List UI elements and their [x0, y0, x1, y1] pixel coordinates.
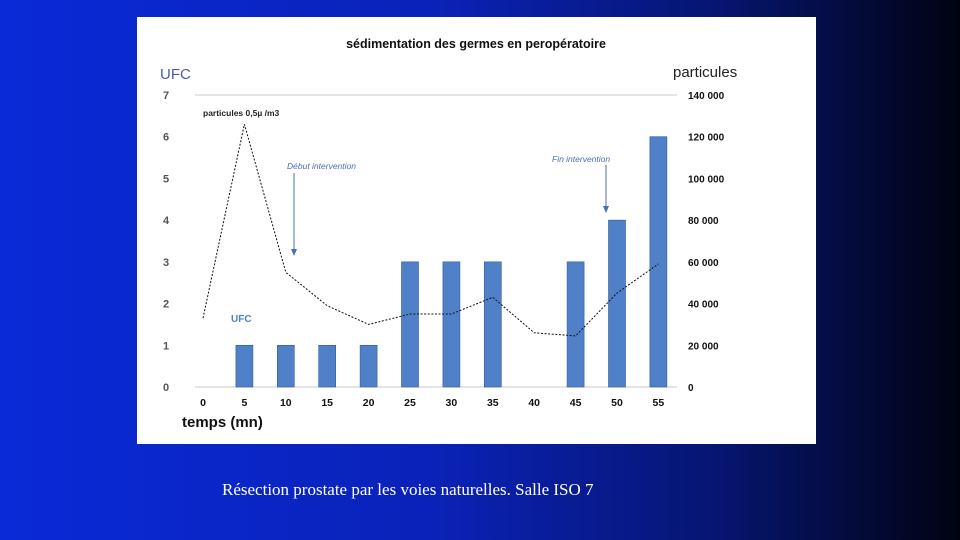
- chart-svg: sédimentation des germes en peropératoir…: [160, 37, 737, 431]
- x-tick-label: 55: [653, 397, 665, 409]
- ufc-bar: [442, 261, 461, 388]
- end-intervention-arrowhead: [603, 206, 609, 213]
- bar-series: [235, 136, 668, 388]
- particle-series-label: particules 0,5µ /m3: [203, 108, 280, 118]
- y-axis-right-ticks: 0 20 000 40 000 60 000 80 000 100 000 120 000 1…: [688, 91, 725, 394]
- start-intervention-label: Début intervention: [287, 161, 356, 171]
- y-left-tick-label: 5: [163, 173, 169, 185]
- chart-panel: sédimentation des germes en peropératoir…: [137, 17, 816, 444]
- y-left-tick-label: 3: [163, 257, 169, 269]
- chart-title: sédimentation des germes en peropératoir…: [346, 37, 606, 51]
- start-intervention-arrowhead: [291, 249, 297, 256]
- y-left-tick-label: 0: [163, 382, 169, 394]
- ufc-bar: [608, 219, 626, 388]
- x-axis-label: temps (mn): [182, 414, 263, 431]
- ufc-bar: [318, 344, 336, 388]
- left-axis-unit: UFC: [160, 66, 191, 83]
- x-tick-label: 10: [280, 397, 292, 409]
- x-tick-label: 30: [446, 397, 458, 409]
- y-right-tick-label: 20 000: [688, 341, 719, 352]
- y-axis-left-ticks: 0 1 2 3 4 5 6 7: [163, 90, 170, 394]
- y-left-tick-label: 7: [163, 90, 169, 102]
- y-right-tick-label: 80 000: [688, 216, 719, 227]
- ufc-bar: [483, 261, 502, 388]
- x-tick-label: 20: [363, 397, 375, 409]
- x-axis-ticks: 0 5 10 15 20 25 30 35 40 45 50 55: [200, 397, 664, 409]
- end-intervention-label: Fin intervention: [552, 154, 610, 164]
- x-tick-label: 0: [200, 397, 206, 409]
- x-tick-label: 50: [611, 397, 623, 409]
- y-left-tick-label: 1: [163, 340, 169, 352]
- y-right-tick-label: 120 000: [688, 133, 725, 144]
- x-tick-label: 40: [528, 397, 540, 409]
- ufc-bar: [277, 344, 295, 388]
- particle-line: [202, 124, 659, 337]
- y-left-tick-label: 6: [163, 132, 169, 144]
- y-right-tick-label: 60 000: [688, 258, 719, 269]
- x-tick-label: 15: [321, 397, 333, 409]
- slide-caption: Résection prostate par les voies naturel…: [222, 480, 594, 499]
- y-left-tick-label: 4: [163, 215, 170, 227]
- x-tick-label: 45: [570, 397, 582, 409]
- y-right-tick-label: 140 000: [688, 91, 725, 102]
- ufc-bar: [649, 136, 668, 388]
- ufc-bar: [359, 344, 378, 388]
- x-tick-label: 5: [241, 397, 247, 409]
- x-tick-label: 35: [487, 397, 499, 409]
- y-right-tick-label: 100 000: [688, 174, 725, 185]
- ufc-bar: [566, 261, 585, 388]
- ufc-bar: [401, 261, 419, 388]
- x-tick-label: 25: [404, 397, 416, 409]
- ufc-bar: [235, 344, 254, 388]
- right-axis-unit: particules: [673, 64, 737, 81]
- ufc-series-label: UFC: [231, 314, 252, 325]
- y-left-tick-label: 2: [163, 299, 169, 311]
- annotations: particules 0,5µ /m3 UFC Début interventi…: [203, 108, 610, 325]
- y-right-tick-label: 0: [688, 383, 694, 394]
- y-right-tick-label: 40 000: [688, 300, 719, 311]
